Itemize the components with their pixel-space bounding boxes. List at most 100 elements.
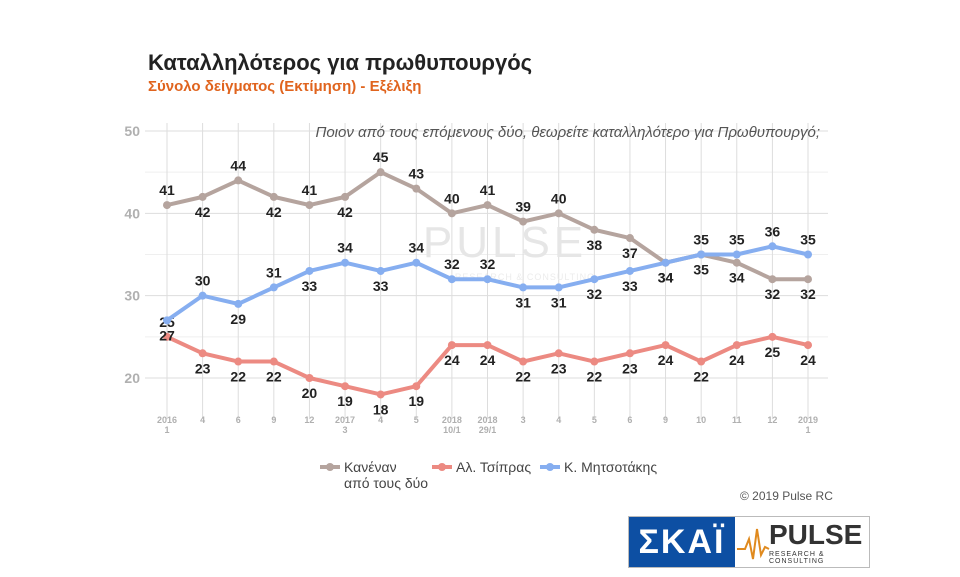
data-label-mitsotakis: 34 [658, 270, 674, 286]
data-point-mitsotakis [554, 283, 563, 292]
data-point-mitsotakis [732, 250, 741, 259]
legend-label-tsipras: Αλ. Τσίπρας [456, 459, 531, 475]
data-label-mitsotakis: 32 [480, 256, 496, 272]
x-tick-label: 9 [271, 415, 276, 425]
data-label-none: 41 [302, 182, 318, 198]
data-label-none: 38 [587, 237, 603, 253]
data-label-none: 32 [800, 286, 816, 302]
data-label-mitsotakis: 34 [408, 240, 424, 256]
data-point-tsipras [554, 349, 563, 358]
data-point-tsipras [163, 332, 171, 341]
data-label-mitsotakis: 35 [729, 232, 745, 248]
x-tick-label: 1 [164, 425, 169, 435]
data-label-mitsotakis: 29 [230, 311, 246, 327]
x-tick-label: 6 [627, 415, 632, 425]
data-label-none: 42 [266, 204, 282, 220]
data-point-mitsotakis [376, 266, 385, 275]
x-tick-label: 2018 [442, 415, 462, 425]
data-label-mitsotakis: 33 [622, 278, 638, 294]
watermark-text: PULSE [423, 218, 587, 267]
data-label-tsipras: 22 [693, 369, 709, 385]
data-label-tsipras: 22 [266, 369, 282, 385]
skai-logo: ΣΚΑΪ [629, 517, 735, 567]
data-point-mitsotakis [341, 258, 350, 267]
x-tick-label: 4 [556, 415, 561, 425]
copyright-text: © 2019 Pulse RC [740, 489, 833, 503]
chart-subtitle: Σύνολο δείγματος (Εκτίμηση) - Εξέλιξη [148, 78, 422, 95]
legend-label-mitsotakis: Κ. Μητσοτάκης [564, 459, 657, 475]
data-point-tsipras [234, 357, 243, 366]
chart-annotation: Ποιον από τους επόμενους δύο, θεωρείτε κ… [315, 124, 820, 141]
data-label-tsipras: 19 [408, 393, 424, 409]
data-label-mitsotakis: 31 [551, 294, 567, 310]
pulse-wave-icon [737, 528, 770, 560]
data-point-mitsotakis [234, 299, 243, 308]
data-point-mitsotakis [412, 258, 421, 267]
data-label-none: 40 [444, 190, 460, 206]
data-label-none: 34 [658, 270, 674, 286]
data-point-mitsotakis [269, 283, 278, 292]
data-point-none [376, 168, 385, 177]
data-point-tsipras [732, 341, 741, 350]
x-tick-label: 5 [592, 415, 597, 425]
data-point-tsipras [412, 382, 421, 391]
data-point-mitsotakis [447, 275, 456, 284]
x-tick-label: 2018 [477, 415, 497, 425]
data-point-tsipras [697, 357, 706, 366]
data-label-tsipras: 22 [587, 369, 603, 385]
data-point-none [341, 192, 350, 201]
data-point-tsipras [519, 357, 528, 366]
data-point-none [447, 209, 456, 218]
data-label-none: 44 [230, 157, 246, 173]
data-point-none [234, 176, 243, 185]
data-point-mitsotakis [625, 266, 634, 275]
data-label-none: 34 [729, 270, 745, 286]
y-tick-label-20: 20 [124, 370, 140, 386]
data-point-none [732, 258, 741, 267]
data-label-tsipras: 20 [302, 385, 318, 401]
data-point-tsipras [305, 374, 314, 382]
y-tick-label-50: 50 [124, 123, 140, 139]
x-tick-label: 12 [304, 415, 314, 425]
data-point-none [269, 192, 278, 201]
data-label-none: 42 [195, 204, 211, 220]
data-label-tsipras: 19 [337, 393, 353, 409]
data-label-tsipras: 25 [765, 344, 781, 360]
data-label-tsipras: 24 [729, 352, 745, 368]
data-label-mitsotakis: 32 [587, 286, 603, 302]
logo-bar: ΣΚΑΪ PULSE RESEARCH & CONSULTING [628, 516, 870, 568]
data-label-none: 45 [373, 149, 389, 165]
x-tick-label: 3 [521, 415, 526, 425]
data-label-mitsotakis: 32 [444, 256, 460, 272]
data-point-tsipras [198, 349, 207, 358]
data-label-mitsotakis: 34 [337, 240, 353, 256]
data-point-tsipras [483, 341, 492, 350]
data-point-none [554, 209, 563, 218]
data-point-none [305, 201, 314, 210]
data-label-mitsotakis: 35 [800, 232, 816, 248]
data-label-mitsotakis: 31 [515, 294, 531, 310]
data-point-mitsotakis [305, 266, 314, 275]
data-label-mitsotakis: 33 [302, 278, 318, 294]
data-label-tsipras: 24 [444, 352, 460, 368]
data-label-mitsotakis: 36 [765, 223, 781, 239]
y-tick-label-30: 30 [124, 288, 140, 304]
legend-marker-tsipras [438, 463, 446, 471]
data-point-mitsotakis [519, 283, 528, 292]
data-point-mitsotakis [661, 258, 670, 267]
legend-marker-none [326, 463, 334, 471]
x-tick-label: 3 [343, 425, 348, 435]
data-label-mitsotakis: 33 [373, 278, 389, 294]
x-tick-label: 1 [805, 425, 810, 435]
data-point-mitsotakis [768, 242, 777, 251]
data-point-mitsotakis [697, 250, 706, 259]
data-label-tsipras: 23 [195, 360, 211, 376]
data-label-tsipras: 24 [800, 352, 816, 368]
data-point-tsipras [376, 390, 385, 399]
data-point-mitsotakis [198, 291, 207, 300]
data-label-tsipras: 23 [622, 360, 638, 376]
data-point-tsipras [269, 357, 278, 366]
x-tick-label: 2017 [335, 415, 355, 425]
data-point-tsipras [661, 341, 670, 350]
